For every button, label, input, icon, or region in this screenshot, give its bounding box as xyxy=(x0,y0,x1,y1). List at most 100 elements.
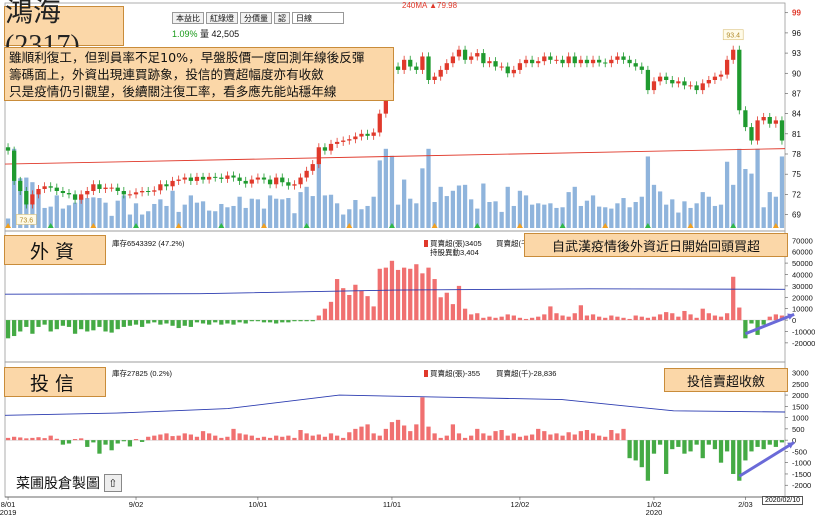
volume-bar xyxy=(682,201,687,228)
signal-marker xyxy=(431,223,438,228)
volume-bar xyxy=(737,148,742,228)
trust-bar xyxy=(420,397,425,441)
volume-bar xyxy=(676,212,681,228)
trust-bar xyxy=(511,433,516,441)
trust-ytick-label: 1000 xyxy=(792,414,809,423)
candle-body xyxy=(127,194,133,196)
x-tick-label: 2/03 xyxy=(738,500,753,509)
volume-bar xyxy=(578,205,583,228)
foreign-bar xyxy=(743,320,748,339)
volume-bar xyxy=(42,207,47,228)
pe-ratio-button[interactable]: 本益比 xyxy=(172,12,204,24)
trust-bar xyxy=(731,440,736,474)
volume-bar xyxy=(511,205,516,228)
candle-body xyxy=(395,66,401,70)
candle-body xyxy=(542,56,547,62)
foreign-bar xyxy=(152,320,157,323)
volume-bar xyxy=(91,197,96,228)
trust-bar xyxy=(200,431,206,441)
trust-bar xyxy=(304,433,309,441)
candle-body xyxy=(121,191,126,195)
volume-bar xyxy=(60,208,66,228)
candle-body xyxy=(737,49,742,111)
candle-body xyxy=(487,61,492,64)
traffic-light-button[interactable]: 紅綠燈 xyxy=(206,12,238,24)
price-volume-button[interactable]: 分價量 xyxy=(240,12,272,24)
foreign-bar xyxy=(603,317,608,321)
trust-bar xyxy=(694,440,699,445)
foreign-bar xyxy=(505,314,510,321)
price-ytick-label: 99 xyxy=(792,9,801,18)
foreign-bar xyxy=(72,320,78,334)
foreign-bar xyxy=(341,288,346,321)
volume-bar xyxy=(18,178,23,228)
upload-icon[interactable]: ⇧ xyxy=(104,474,122,492)
candle-body xyxy=(91,184,96,191)
volume-bar xyxy=(523,195,529,228)
candle-body xyxy=(402,59,407,70)
foreign-bar xyxy=(597,316,602,321)
volume-bar xyxy=(243,207,248,228)
candle-body xyxy=(103,187,108,189)
commentary-line-2: 籌碼面上，外資出現連買跡象，投信的賣超幅度亦有收斂 xyxy=(9,67,324,82)
trust-bar xyxy=(548,434,553,441)
candle-body xyxy=(5,147,11,151)
candle-body xyxy=(688,85,693,87)
x-tick-label: 1/02 xyxy=(647,500,662,509)
foreign-bar xyxy=(207,320,212,325)
trust-legend-0: 買賣超(張)-355 xyxy=(430,368,480,378)
volume-bar xyxy=(97,198,102,228)
trust-bar xyxy=(737,440,742,481)
trust-bar xyxy=(164,433,169,441)
foreign-bar xyxy=(688,314,693,321)
candle-body xyxy=(261,177,267,180)
foreign-bar xyxy=(164,320,169,324)
candle-body xyxy=(414,66,419,70)
candle-body xyxy=(66,193,72,195)
foreign-bar xyxy=(395,269,401,321)
volume-bar xyxy=(694,203,699,228)
volume-bar xyxy=(164,205,169,228)
foreign-bar xyxy=(42,320,47,325)
trust-bar xyxy=(432,433,437,441)
volume-bar xyxy=(517,190,523,228)
candle-body xyxy=(627,59,632,64)
volume-bar xyxy=(304,186,309,228)
volume-bar xyxy=(572,186,577,228)
trust-bar xyxy=(438,437,443,441)
trust-bar xyxy=(566,432,571,441)
ma-legend: 240MA ▲79.98 xyxy=(402,1,458,10)
trust-bar xyxy=(30,437,35,441)
candle-body xyxy=(176,179,181,181)
volume-bar xyxy=(194,202,200,228)
foreign-bar xyxy=(243,320,248,324)
volume-bar xyxy=(219,203,224,228)
trust-bar xyxy=(779,440,785,443)
trust-ytick-label: -2000 xyxy=(792,481,811,490)
confirm-button[interactable]: 認 xyxy=(274,12,290,24)
trust-bar xyxy=(761,440,766,450)
candle-body xyxy=(207,176,212,180)
period-select[interactable]: 日線 xyxy=(292,12,344,24)
trust-bar xyxy=(572,434,577,441)
candle-body xyxy=(597,59,602,63)
foreign-bar xyxy=(444,292,449,321)
foreign-bar xyxy=(438,297,443,321)
candle-body xyxy=(706,80,711,84)
trust-bar xyxy=(225,436,230,441)
volume-bar xyxy=(158,199,163,228)
candle-body xyxy=(603,62,608,64)
volume-bar xyxy=(322,195,328,228)
foreign-bar xyxy=(316,315,321,321)
volume-bar xyxy=(706,196,711,228)
trust-bar xyxy=(749,440,754,452)
volume-bar xyxy=(621,198,626,228)
volume-bar xyxy=(377,160,382,228)
trust-bar xyxy=(462,437,468,441)
foreign-bar xyxy=(737,307,742,321)
foreign-bar xyxy=(146,320,151,324)
foreign-bar xyxy=(584,315,590,321)
trust-ytick-label: 2500 xyxy=(792,380,809,389)
trust-bar xyxy=(450,424,456,441)
candle-body xyxy=(761,117,766,121)
